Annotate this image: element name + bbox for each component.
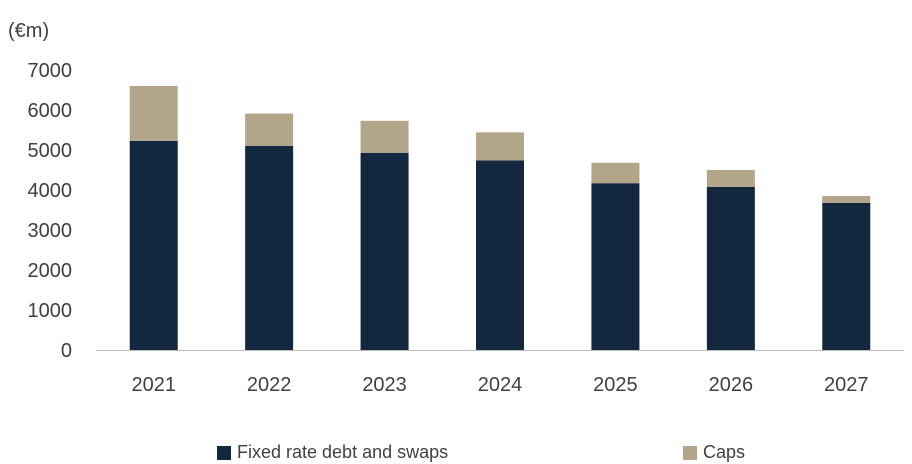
bar-fixed-2021	[129, 140, 178, 350]
legend-swatch-fixed	[217, 445, 231, 460]
legend-label-fixed: Fixed rate debt and swaps	[237, 442, 449, 462]
bar-fixed-2024	[476, 160, 524, 350]
x-axis-ticks: 2021 2022 2023 2024 2025 2026 2027	[131, 374, 868, 396]
legend-swatch-caps	[683, 445, 697, 460]
bar-caps-2023	[360, 120, 409, 153]
y-tick-label: 5000	[28, 140, 73, 162]
y-tick-label: 4000	[28, 180, 73, 202]
bar-fixed-2025	[591, 183, 640, 350]
y-tick-label: 1000	[28, 300, 73, 322]
bar-fixed-2022	[245, 146, 294, 350]
bar-caps-2021	[129, 86, 178, 141]
legend-item-fixed: Fixed rate debt and swaps	[217, 442, 448, 463]
x-tick-label: 2024	[478, 374, 523, 396]
bar-caps-2026	[706, 170, 755, 187]
legend: Fixed rate debt and swaps Caps	[0, 442, 912, 464]
y-tick-label: 2000	[28, 260, 73, 282]
y-tick-label: 3000	[28, 220, 73, 242]
x-tick-label: 2026	[709, 374, 754, 396]
bar-fixed-2023	[360, 152, 409, 350]
bar-caps-2027	[822, 196, 871, 203]
x-tick-label: 2025	[593, 374, 638, 396]
legend-item-caps: Caps	[683, 442, 745, 463]
y-tick-label: 0	[61, 340, 72, 362]
x-tick-label: 2021	[131, 374, 176, 396]
x-tick-label: 2022	[247, 374, 292, 396]
unit-label: (€m)	[8, 20, 49, 42]
y-tick-label: 7000	[28, 60, 73, 82]
y-axis-ticks: 0 1000 2000 3000 4000 5000 6000 7000	[28, 60, 73, 362]
bar-fixed-2027	[822, 202, 871, 350]
bar-fixed-2026	[706, 186, 755, 350]
bar-caps-2025	[591, 162, 640, 184]
bar-caps-2024	[476, 132, 524, 161]
bars	[129, 86, 871, 350]
legend-label-caps: Caps	[703, 442, 746, 462]
x-tick-label: 2023	[362, 374, 407, 396]
x-tick-label: 2027	[824, 374, 869, 396]
bar-caps-2022	[245, 113, 294, 146]
y-tick-label: 6000	[28, 100, 73, 122]
